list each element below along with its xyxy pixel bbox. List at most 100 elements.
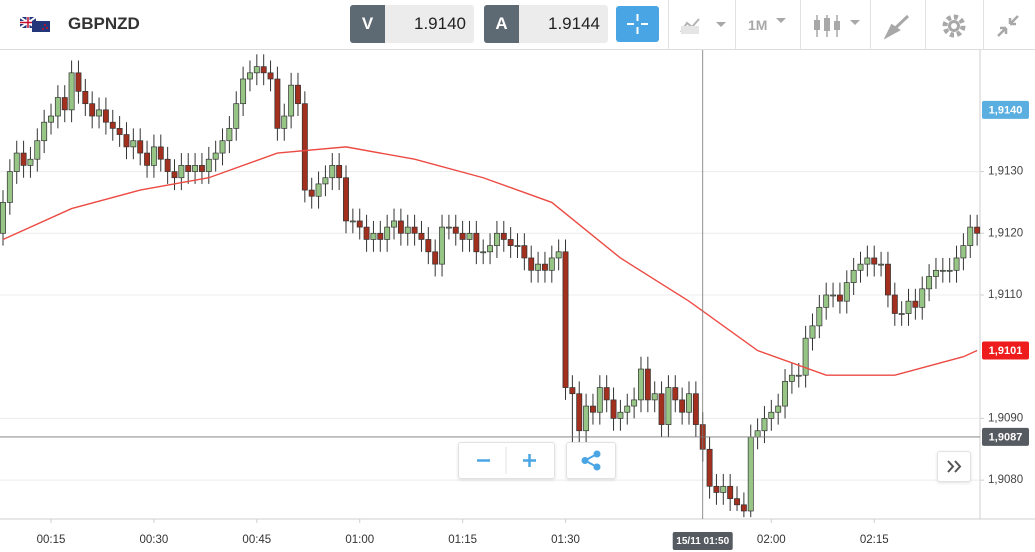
candle-body xyxy=(535,263,542,271)
candle-body xyxy=(493,232,500,246)
bid-price: 1.9140 xyxy=(414,14,466,33)
share-button[interactable] xyxy=(566,442,616,479)
candle-body xyxy=(830,294,837,297)
candle-body xyxy=(198,165,205,172)
candle-body xyxy=(487,245,494,253)
candle-body xyxy=(116,128,123,135)
candle-body xyxy=(782,381,788,407)
candle-body xyxy=(452,226,459,234)
candle-body xyxy=(850,269,857,283)
symbol[interactable]: GBPNZD xyxy=(68,14,140,33)
candle-body xyxy=(631,399,638,407)
crosshair-y-badge xyxy=(982,427,1029,446)
candle-body xyxy=(740,504,747,512)
settings-button[interactable] xyxy=(940,12,968,40)
candle-body xyxy=(240,78,247,105)
bid-label: V xyxy=(350,5,385,43)
crosshair-y-label: 1,9087 xyxy=(989,431,1023,443)
candle-body xyxy=(871,257,878,265)
crosshair-x-badge xyxy=(672,532,733,550)
share-icon xyxy=(581,450,601,471)
last-price-badge xyxy=(982,100,1029,119)
candle-body xyxy=(343,177,349,222)
candle-body xyxy=(672,387,679,401)
candle-body xyxy=(898,313,905,315)
chart-type-button[interactable] xyxy=(678,14,728,36)
bid-box[interactable]: V 1.9140 xyxy=(350,5,474,43)
candle-body xyxy=(541,263,548,271)
x-tick-label: 00:15 xyxy=(37,534,66,546)
candle-body xyxy=(336,165,343,179)
y-tick-label: 1,9130 xyxy=(988,166,1023,178)
candle-body xyxy=(727,485,734,499)
candle-body xyxy=(761,418,768,432)
candle-body xyxy=(178,165,185,179)
candle-body xyxy=(247,72,253,80)
separator xyxy=(983,0,984,50)
candle-body xyxy=(624,405,631,413)
candle-body xyxy=(638,368,644,401)
candle-body xyxy=(706,448,713,487)
crosshair-button[interactable] xyxy=(616,6,659,42)
collapse-button[interactable] xyxy=(994,12,1022,40)
candle-body xyxy=(768,411,775,419)
y-tick-label: 1,9110 xyxy=(988,289,1022,301)
candle-body xyxy=(349,220,356,223)
candle-body xyxy=(20,152,27,166)
candle-body xyxy=(802,337,809,376)
timeframe[interactable]: 1M xyxy=(748,17,768,33)
candle-body xyxy=(274,78,281,129)
candle-body xyxy=(775,405,782,413)
candle-body xyxy=(377,232,384,240)
separator xyxy=(925,0,926,50)
candle-body xyxy=(356,220,363,228)
drawing-tool-button[interactable] xyxy=(884,12,912,40)
candle-body xyxy=(13,152,20,172)
candle-body xyxy=(480,251,487,254)
candle-body xyxy=(590,405,596,413)
dropdown-arrow xyxy=(776,18,786,23)
candle-body xyxy=(974,226,981,234)
x-tick-label: 01:30 xyxy=(551,534,580,546)
candle-body xyxy=(34,140,41,160)
candle-body xyxy=(514,245,521,247)
candle-body xyxy=(226,128,233,142)
candle-body xyxy=(89,103,96,117)
candle-body xyxy=(54,97,61,117)
candle-body xyxy=(713,485,720,493)
candle-body xyxy=(109,121,116,129)
candle-body xyxy=(384,226,391,240)
y-tick-label: 1,9080 xyxy=(988,474,1023,486)
candle-body xyxy=(823,294,830,308)
candle-body xyxy=(651,393,658,401)
candle-body xyxy=(836,294,843,302)
scroll-latest-button[interactable] xyxy=(937,451,971,482)
candle-body xyxy=(96,109,102,117)
candle-body xyxy=(857,263,864,271)
x-tick-label: 02:00 xyxy=(757,534,786,546)
candle-body xyxy=(363,226,370,240)
candle-body xyxy=(686,393,692,413)
toolbar: GBPNZD V 1.9140 A 1.9144 1M xyxy=(0,0,1035,50)
separator xyxy=(800,0,801,50)
candle-body xyxy=(157,146,164,160)
scroll-icon xyxy=(947,460,962,473)
candle-style-button[interactable] xyxy=(812,12,862,40)
candle-body xyxy=(960,245,967,259)
candle-body xyxy=(130,140,137,148)
candle-body xyxy=(788,374,795,382)
candle-body xyxy=(555,251,562,259)
candle-body xyxy=(884,263,891,296)
candle-body xyxy=(295,84,301,105)
candle-body xyxy=(61,97,68,111)
candle-body xyxy=(658,393,665,425)
candle-body xyxy=(720,485,727,493)
candle-body xyxy=(473,232,480,253)
ask-box[interactable]: A 1.9144 xyxy=(484,5,608,43)
candle-body xyxy=(569,387,576,395)
candle-body xyxy=(521,245,528,259)
zoom-in-button[interactable] xyxy=(523,454,536,467)
candle-body xyxy=(912,300,919,308)
candle-body xyxy=(144,152,151,166)
